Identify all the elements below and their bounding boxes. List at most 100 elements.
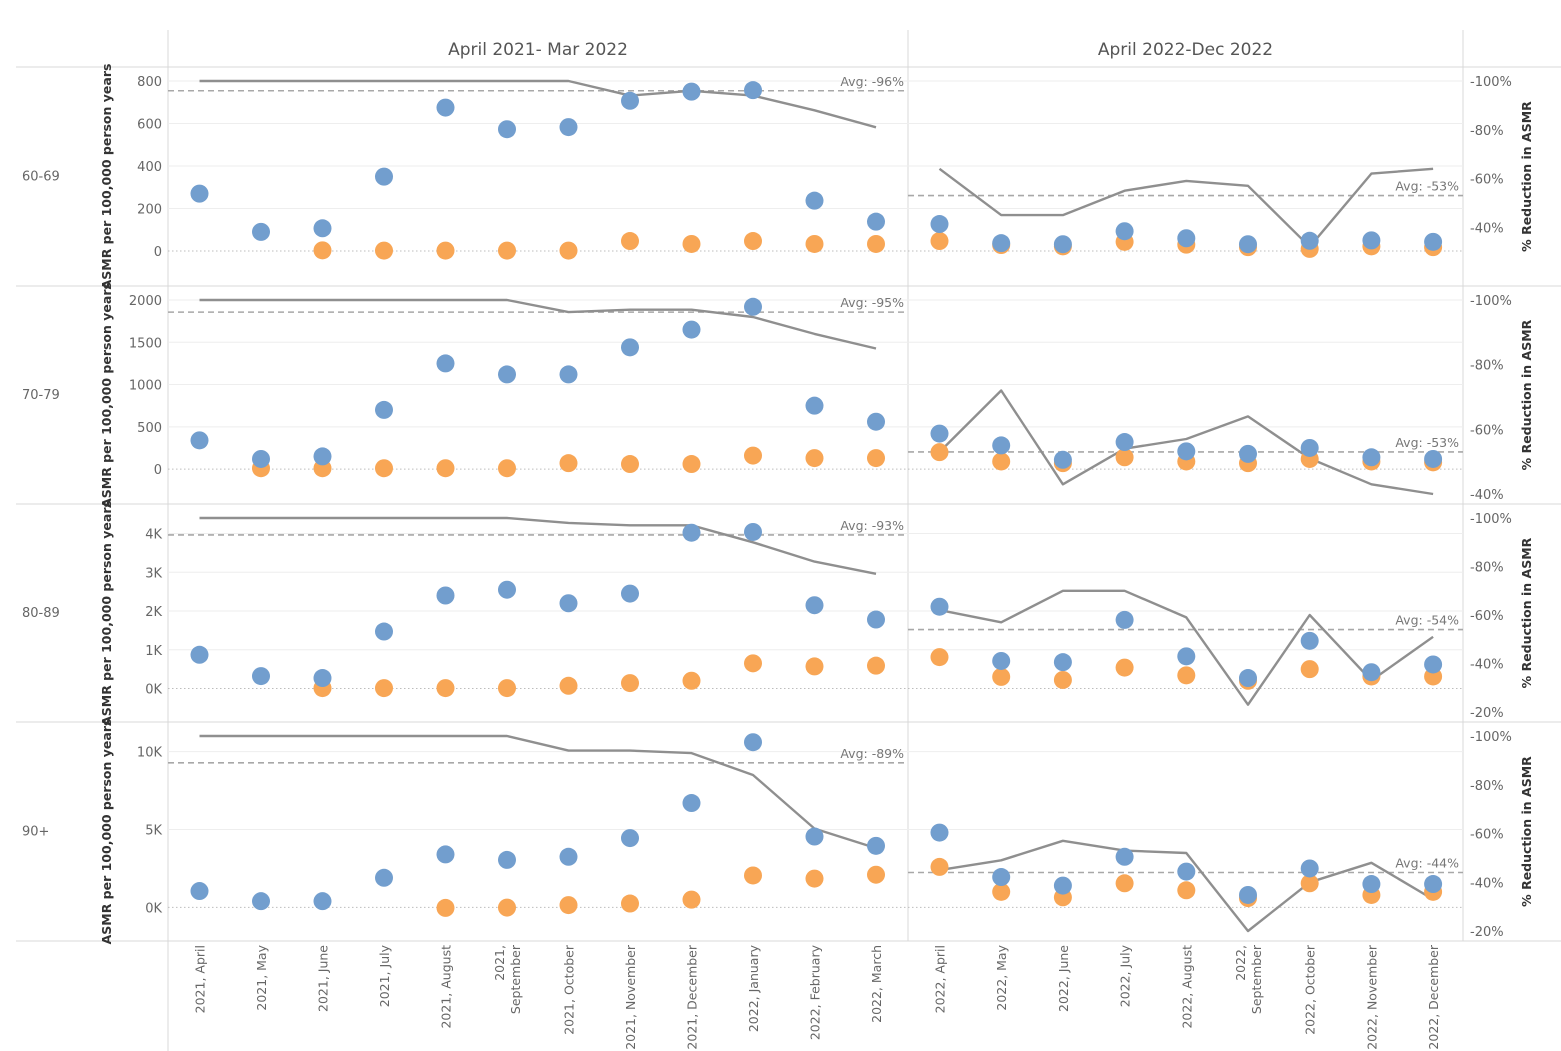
blue-marker: [559, 847, 578, 866]
orange-marker: [744, 446, 762, 465]
category-label: 2021, October: [562, 944, 577, 1035]
blue-marker: [621, 584, 639, 603]
average-label: Avg: -96%: [840, 74, 904, 89]
reduction-line: [199, 734, 877, 850]
blue-marker: [559, 594, 578, 613]
orange-marker: [621, 232, 639, 251]
blue-marker: [805, 596, 824, 615]
reduction-line: [199, 298, 877, 350]
right-tick-label: -100%: [1470, 512, 1512, 527]
right-tick-label: -20%: [1470, 706, 1504, 721]
right-tick-label: -100%: [1470, 75, 1512, 90]
left-tick-label: 400: [137, 160, 162, 175]
blue-marker: [252, 892, 270, 911]
right-tick-label: -80%: [1470, 359, 1504, 374]
blue-marker: [190, 431, 209, 450]
panel-60-69-fy2021: Avg: -96%: [168, 74, 908, 260]
average-label: Avg: -54%: [1395, 613, 1459, 628]
blue-marker: [682, 523, 701, 542]
orange-marker: [1300, 874, 1319, 893]
blue-marker: [744, 522, 762, 541]
blue-marker: [682, 82, 701, 101]
average-label: Avg: -93%: [840, 518, 904, 533]
blue-marker: [375, 868, 393, 887]
blue-marker: [992, 436, 1011, 455]
blue-marker: [992, 234, 1011, 253]
left-tick-label: 0: [154, 245, 162, 260]
panel-60-69-fy2022: Avg: -53%: [908, 167, 1463, 258]
category-label: 2022, March: [869, 945, 884, 1023]
blue-marker: [930, 424, 949, 443]
blue-marker: [1300, 631, 1319, 650]
blue-marker: [1362, 663, 1381, 682]
panel-80-89-fy2021: Avg: -93%: [168, 516, 908, 698]
category-label: 2021, May: [254, 944, 269, 1010]
orange-marker: [682, 671, 701, 690]
blue-marker: [1424, 875, 1443, 894]
row-60-69: 60-69 ASMR per 100,000 person years 0 200 40…: [22, 64, 1534, 290]
blue-marker: [559, 118, 578, 137]
orange-marker: [930, 648, 949, 667]
orange-marker: [992, 452, 1011, 471]
blue-marker: [313, 892, 332, 911]
right-tick-label: -100%: [1470, 730, 1512, 745]
right-tick-label: -60%: [1470, 173, 1504, 188]
blue-marker: [1053, 450, 1072, 469]
orange-marker: [375, 459, 393, 478]
category-label: 2021,September: [492, 944, 523, 1014]
blue-marker: [498, 850, 516, 869]
blue-marker: [436, 354, 455, 373]
blue-marker: [313, 219, 332, 238]
left-tick-label: 600: [137, 118, 162, 133]
orange-marker: [436, 679, 455, 698]
blue-marker: [682, 794, 701, 813]
orange-marker: [744, 866, 762, 885]
orange-marker: [805, 234, 824, 253]
left-tick-label: 3K: [145, 566, 162, 581]
left-tick-label: 2000: [129, 294, 162, 309]
category-label: 2022, August: [1179, 945, 1194, 1029]
blue-marker: [992, 868, 1011, 887]
orange-marker: [498, 459, 516, 478]
blue-marker: [621, 829, 639, 848]
right-tick-label: -100%: [1470, 294, 1512, 309]
orange-marker: [559, 676, 578, 695]
right-tick-label: -40%: [1470, 876, 1504, 891]
orange-marker: [867, 656, 885, 675]
orange-marker: [1177, 881, 1196, 900]
orange-marker: [682, 890, 701, 909]
average-label: Avg: -44%: [1395, 856, 1459, 871]
category-label: 2022, February: [808, 944, 823, 1040]
blue-marker: [1424, 655, 1443, 674]
orange-marker: [498, 898, 516, 917]
right-axis-title: % Reduction in ASMR: [1519, 756, 1534, 907]
blue-marker: [682, 320, 701, 339]
blue-marker: [1239, 235, 1257, 254]
orange-marker: [375, 241, 393, 260]
blue-marker: [867, 412, 885, 431]
category-label: 2022, November: [1364, 944, 1379, 1050]
orange-marker: [867, 234, 885, 253]
blue-marker: [1177, 442, 1196, 461]
blue-marker: [1053, 876, 1072, 895]
panel-70-79-fy2021: Avg: -95%: [168, 295, 908, 478]
orange-marker: [744, 654, 762, 673]
category-label: 2022, May: [994, 944, 1009, 1010]
orange-marker: [930, 443, 949, 462]
left-tick-label: 200: [137, 203, 162, 218]
blue-marker: [1053, 653, 1072, 672]
chart-frame: [16, 30, 1561, 1051]
blue-marker: [621, 91, 639, 110]
left-tick-label: 10K: [137, 746, 163, 761]
left-tick-label: 2K: [145, 605, 162, 620]
orange-marker: [992, 882, 1011, 901]
right-tick-label: -60%: [1470, 423, 1504, 438]
blue-marker: [930, 823, 949, 842]
reduction-line: [199, 516, 877, 575]
reduction-line: [199, 79, 877, 129]
orange-marker: [436, 898, 455, 917]
panel-70-79-fy2022: Avg: -53%: [908, 389, 1463, 496]
blue-marker: [1115, 610, 1134, 629]
blue-marker: [559, 365, 578, 384]
right-tick-label: -40%: [1470, 488, 1504, 503]
